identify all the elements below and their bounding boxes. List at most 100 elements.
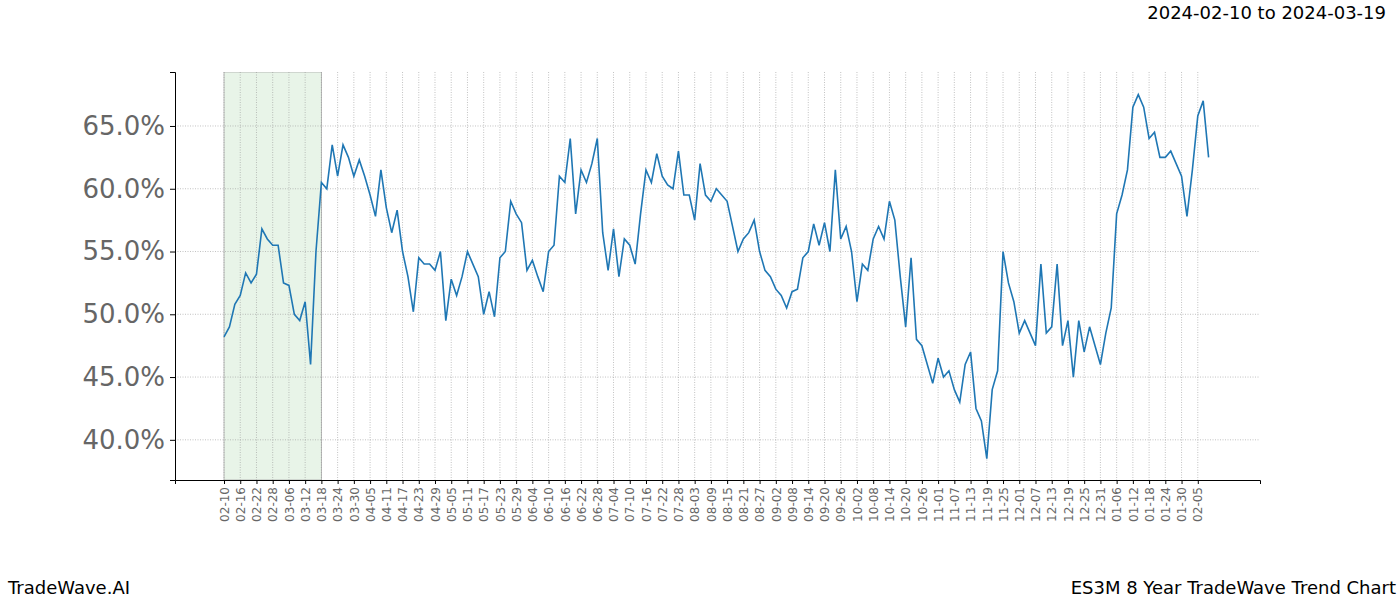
y-tick: 60.0% (82, 174, 175, 204)
y-grid-line (175, 251, 1260, 252)
x-tick-label: 03-12 (299, 487, 313, 522)
y-tick: 65.0% (82, 111, 175, 141)
x-grid-line (451, 72, 452, 480)
x-grid-line (337, 72, 338, 480)
x-grid-line (224, 72, 225, 480)
x-grid-line (905, 72, 906, 480)
x-tick-label: 08-09 (705, 487, 719, 522)
x-tick: 09-02 (770, 480, 784, 522)
x-tick-mark (1052, 480, 1053, 484)
x-grid-line (1181, 72, 1182, 480)
x-tick-label: 03-18 (315, 487, 329, 522)
x-grid-line (1165, 72, 1166, 480)
y-grid-line (175, 125, 1260, 126)
x-tick-mark (630, 480, 631, 484)
x-tick-label: 01-30 (1175, 487, 1189, 522)
x-tick-label: 09-26 (834, 487, 848, 522)
x-tick: 11-01 (932, 480, 946, 522)
y-tick: 55.0% (82, 236, 175, 266)
x-tick-label: 02-28 (266, 487, 280, 522)
x-tick: 01-06 (1110, 480, 1124, 522)
x-tick-mark (565, 480, 566, 484)
x-grid-line (986, 72, 987, 480)
x-grid-line (532, 72, 533, 480)
x-grid-line (1116, 72, 1117, 480)
x-tick: 07-10 (623, 480, 637, 522)
x-tick: 12-25 (1078, 480, 1092, 522)
x-tick-mark (354, 480, 355, 484)
x-tick-label: 04-29 (429, 487, 443, 522)
y-tick-mark (170, 314, 175, 315)
x-tick: 11-07 (948, 480, 962, 522)
x-tick-label: 06-16 (559, 487, 573, 522)
x-grid-line (1067, 72, 1068, 480)
y-tick: 45.0% (82, 362, 175, 392)
x-tick-mark (614, 480, 615, 484)
x-tick: 08-15 (721, 480, 735, 522)
x-tick: 07-04 (607, 480, 621, 522)
x-tick-label: 08-27 (753, 487, 767, 522)
x-tick-mark (792, 480, 793, 484)
x-grid-line (1084, 72, 1085, 480)
y-tick-mark (170, 189, 175, 190)
x-tick-mark (224, 480, 225, 484)
x-tick-mark (435, 480, 436, 484)
x-tick-label: 12-13 (1045, 487, 1059, 522)
footer-left: TradeWave.AI (7, 577, 130, 598)
x-tick: 08-27 (753, 480, 767, 522)
x-tick-mark (678, 480, 679, 484)
x-tick-mark (987, 480, 988, 484)
x-grid-line (662, 72, 663, 480)
x-tick-mark (922, 480, 923, 484)
x-tick-mark (662, 480, 663, 484)
x-tick: 11-25 (997, 480, 1011, 522)
x-tick-label: 07-22 (656, 487, 670, 522)
x-tick: 04-29 (429, 480, 443, 522)
x-grid-line (1197, 72, 1198, 480)
y-tick-label: 45.0% (82, 362, 165, 392)
x-tick-label: 10-02 (851, 487, 865, 522)
x-tick: 06-22 (575, 480, 589, 522)
x-tick: 04-05 (364, 480, 378, 522)
y-tick-label: 65.0% (82, 111, 165, 141)
x-tick-label: 06-22 (575, 487, 589, 522)
x-tick-label: 07-28 (672, 487, 686, 522)
x-tick-mark (1165, 480, 1166, 484)
x-tick-label: 12-01 (1013, 487, 1027, 522)
x-tick-mark (451, 480, 452, 484)
x-tick-mark (549, 480, 550, 484)
x-grid-line (759, 72, 760, 480)
x-tick: 08-09 (705, 480, 719, 522)
x-tick-label: 07-16 (640, 487, 654, 522)
x-tick: 12-19 (1062, 480, 1076, 522)
x-grid-line (1100, 72, 1101, 480)
x-tick: 06-28 (591, 480, 605, 522)
x-tick-label: 12-07 (1029, 487, 1043, 522)
y-tick-label: 60.0% (82, 174, 165, 204)
x-tick-mark (727, 480, 728, 484)
x-tick-mark (1198, 480, 1199, 484)
x-tick: 02-05 (1191, 480, 1205, 522)
x-tick-mark (760, 480, 761, 484)
x-tick-label: 07-04 (607, 487, 621, 522)
x-grid-line (856, 72, 857, 480)
x-tick-label: 01-12 (1127, 487, 1141, 522)
x-tick: 05-05 (445, 480, 459, 522)
x-tick-mark (889, 480, 890, 484)
x-tick-label: 08-21 (737, 487, 751, 522)
x-tick: 05-11 (461, 480, 475, 522)
x-tick-label: 09-08 (786, 487, 800, 522)
x-tick: 01-18 (1143, 480, 1157, 522)
x-tick-mark (338, 480, 339, 484)
x-tick-mark (597, 480, 598, 484)
x-grid-line (678, 72, 679, 480)
x-tick: 03-06 (283, 480, 297, 522)
x-grid-line (305, 72, 306, 480)
x-tick: 09-26 (834, 480, 848, 522)
x-tick-mark (273, 480, 274, 484)
x-tick: 02-16 (234, 480, 248, 522)
x-tick-mark (305, 480, 306, 484)
x-tick-label: 08-15 (721, 487, 735, 522)
x-grid-line (629, 72, 630, 480)
x-grid-line (792, 72, 793, 480)
